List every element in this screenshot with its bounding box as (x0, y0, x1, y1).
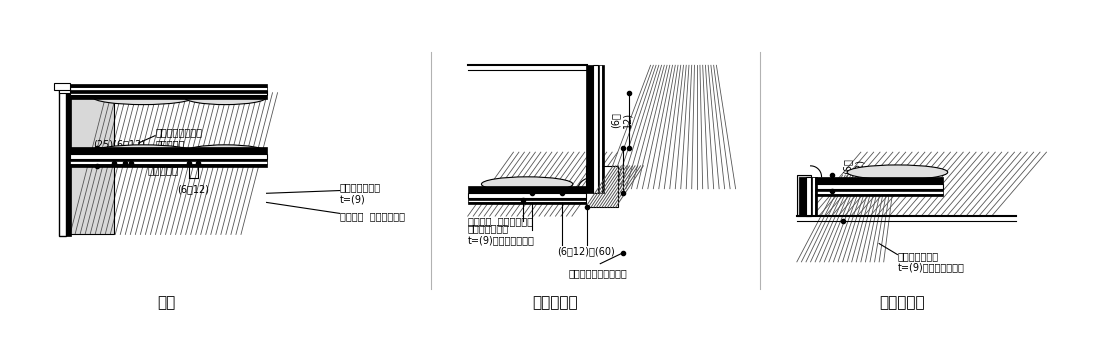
Bar (813, 177, 815, 216)
Bar (585, 166, 618, 207)
Bar (806, 177, 811, 216)
Bar (796, 175, 811, 216)
Bar (70, 161, 266, 164)
Text: ボーダーは扉枠に
／突き付け: ボーダーは扉枠に ／突き付け (155, 128, 202, 149)
Bar (815, 177, 817, 216)
Bar (811, 177, 813, 216)
Ellipse shape (92, 145, 194, 160)
Bar (468, 193, 586, 198)
Bar (468, 198, 586, 200)
Text: (6～
12): (6～ 12) (610, 112, 632, 128)
Bar (468, 186, 586, 193)
Text: (25)(6～12): (25)(6～12) (94, 139, 145, 149)
Text: 出隅部平面: 出隅部平面 (531, 295, 578, 310)
Bar (585, 65, 593, 193)
Text: (60): (60) (612, 165, 621, 185)
Bar (55, 83, 70, 90)
Bar (70, 92, 266, 99)
Bar (806, 191, 943, 194)
Bar (806, 177, 943, 184)
Text: 天然木練付合板
t=(9)（小口共練付）: 天然木練付合板 t=(9)（小口共練付） (468, 224, 535, 245)
Text: 出隅：（堅木集成材）: 出隅：（堅木集成材） (569, 268, 627, 278)
Text: (10): (10) (85, 147, 95, 167)
Bar (70, 84, 266, 87)
Text: （目地底  テープ張り）: （目地底 テープ張り） (340, 211, 405, 221)
Text: 天然木練付合板
t=(9)（小口共練付）: 天然木練付合板 t=(9)（小口共練付） (898, 251, 965, 273)
Bar (70, 164, 266, 167)
Text: 目透し張り: 目透し張り (147, 166, 179, 175)
Bar (70, 90, 266, 93)
Bar (70, 154, 266, 159)
Bar (64, 93, 114, 234)
Bar (70, 87, 266, 90)
Bar (64, 93, 114, 234)
Bar (806, 189, 943, 191)
Bar (70, 90, 266, 94)
Text: (6～12)　(60): (6～12) (60) (558, 246, 615, 256)
Text: 天然木練付合板
t=(9): 天然木練付合板 t=(9) (340, 182, 381, 204)
Ellipse shape (847, 165, 948, 180)
Bar (59, 85, 70, 93)
Bar (600, 65, 602, 193)
Bar (799, 177, 806, 216)
Bar (597, 65, 600, 193)
Ellipse shape (482, 177, 573, 191)
Bar (70, 159, 266, 161)
Bar (468, 202, 586, 204)
Ellipse shape (185, 90, 266, 105)
Bar (70, 147, 266, 154)
Ellipse shape (185, 145, 266, 160)
Bar (796, 175, 811, 216)
Bar (806, 194, 943, 196)
Text: (6～12): (6～12) (177, 184, 209, 194)
Text: (6～
12): (6～ 12) (843, 158, 865, 174)
Bar (602, 65, 604, 193)
Ellipse shape (92, 90, 194, 105)
Bar (593, 65, 597, 193)
Bar (468, 200, 586, 202)
Text: 入隅部平面: 入隅部平面 (879, 295, 925, 310)
Text: 平面: 平面 (157, 295, 175, 310)
Bar (66, 90, 70, 236)
Text: （目地底  テープ張り）: （目地底 テープ張り） (468, 216, 532, 226)
Bar (806, 184, 943, 189)
Bar (59, 90, 66, 236)
